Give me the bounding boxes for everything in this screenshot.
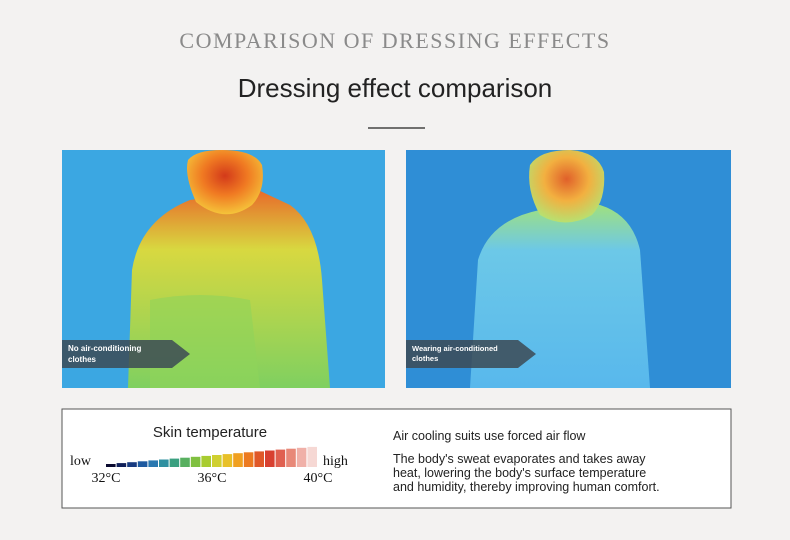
label-line: clothes <box>68 355 97 364</box>
label-line: Wearing air-conditioned <box>412 344 498 353</box>
legend-title: Skin temperature <box>153 424 267 441</box>
info-box <box>61 408 732 509</box>
description-heading: Air cooling suits use forced air flow <box>393 429 586 443</box>
legend-tick: 40°C <box>304 471 333 486</box>
scale-swatch <box>275 449 286 467</box>
scale-swatch <box>159 459 169 467</box>
panel-label: No air-conditioning clothes <box>62 340 190 368</box>
scale-swatch <box>296 447 307 467</box>
scale-swatch <box>243 452 254 467</box>
scale-swatch <box>254 451 264 467</box>
scale-swatch <box>127 462 137 467</box>
scale-swatch <box>307 446 317 467</box>
scale-swatch <box>212 455 222 467</box>
scale-swatch <box>148 460 158 467</box>
description-line: and humidity, thereby improving human co… <box>393 480 660 494</box>
label-line: No air-conditioning <box>68 344 141 353</box>
page-subtitle: Dressing effect comparison <box>238 73 553 103</box>
legend-high: high <box>323 454 348 469</box>
legend-low: low <box>70 454 92 469</box>
scale-swatch <box>169 458 180 467</box>
thermal-image <box>62 150 385 388</box>
legend-tick: 36°C <box>198 471 227 486</box>
scale-swatch <box>106 464 116 467</box>
scale-swatch <box>286 448 296 467</box>
scale-swatch <box>116 463 127 467</box>
description-line: heat, lowering the body's surface temper… <box>393 466 646 480</box>
scale-swatch <box>137 461 148 467</box>
scale-swatch <box>233 453 243 467</box>
label-line: clothes <box>412 354 438 363</box>
page-title: COMPARISON OF DRESSING EFFECTS <box>179 28 610 53</box>
description-line: The body's sweat evaporates and takes aw… <box>393 452 646 466</box>
scale-swatch <box>201 455 211 467</box>
scale-swatch <box>190 456 201 467</box>
color-scale <box>106 446 317 467</box>
scale-swatch <box>180 457 190 467</box>
scale-swatch <box>222 454 233 467</box>
panel-label: Wearing air-conditioned clothes <box>406 340 536 368</box>
legend-tick: 32°C <box>92 471 121 486</box>
scale-swatch <box>265 450 275 467</box>
